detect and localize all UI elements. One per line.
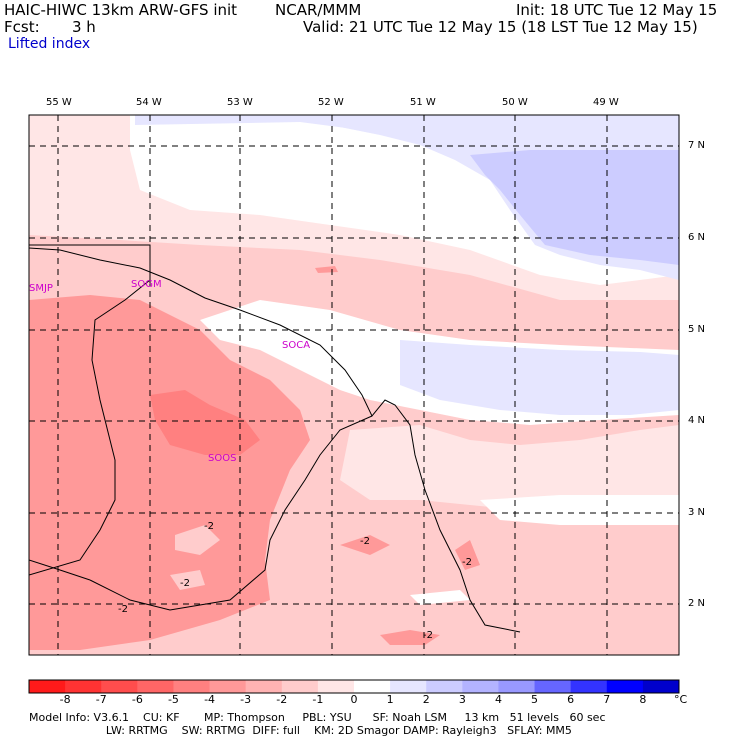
colorbar-tick-label: 1 bbox=[386, 693, 394, 706]
colorbar-tick-label: 7 bbox=[603, 693, 611, 706]
colorbar-swatch bbox=[245, 680, 283, 693]
station-label: SOCA bbox=[282, 340, 311, 351]
lat-label: 7 N bbox=[688, 140, 706, 151]
forecast-hour: 3 h bbox=[72, 18, 96, 36]
li-patch-minus2-c bbox=[340, 535, 390, 555]
station-label: SOGM bbox=[131, 279, 162, 290]
colorbar-swatch bbox=[570, 680, 608, 693]
colorbar-swatch bbox=[606, 680, 644, 693]
colorbar-swatch bbox=[642, 680, 680, 693]
colorbar-tick-label: -1 bbox=[312, 693, 324, 706]
colorbar-swatch bbox=[534, 680, 572, 693]
colorbar-tick-label: -7 bbox=[95, 693, 107, 706]
lat-label: 6 N bbox=[688, 232, 706, 243]
colorbar bbox=[28, 679, 680, 694]
contour-label: -2 bbox=[423, 630, 433, 641]
lon-label: 49 W bbox=[593, 97, 619, 108]
colorbar-tick-label: -8 bbox=[59, 693, 71, 706]
li-patch-white bbox=[410, 590, 470, 605]
li-patch-minus2 bbox=[175, 525, 220, 555]
colorbar-tick-label: -2 bbox=[276, 693, 288, 706]
lat-label: 4 N bbox=[688, 415, 706, 426]
colorbar-tick-label: -3 bbox=[240, 693, 252, 706]
border-south bbox=[29, 559, 91, 581]
colorbar-tick-label: 8 bbox=[639, 693, 647, 706]
li-patch-minus2-d bbox=[455, 540, 480, 570]
station-label: SOOS bbox=[208, 453, 237, 464]
li-patch-minus2-e bbox=[380, 630, 440, 645]
lon-label: 55 W bbox=[46, 97, 72, 108]
init-time: Init: 18 UTC Tue 12 May 15 bbox=[516, 1, 718, 19]
colorbar-swatch bbox=[173, 680, 211, 693]
model-info-line1: Model Info: V3.6.1 CU: KF MP: Thompson P… bbox=[29, 711, 606, 724]
lon-label: 50 W bbox=[502, 97, 528, 108]
lon-label: 51 W bbox=[410, 97, 436, 108]
colorbar-swatch bbox=[462, 680, 499, 693]
colorbar-tick-label: 4 bbox=[494, 693, 502, 706]
coastline bbox=[29, 247, 521, 633]
lon-label: 53 W bbox=[227, 97, 253, 108]
colorbar-unit: °C bbox=[674, 693, 688, 706]
colorbar-swatch bbox=[65, 680, 102, 693]
li-patch-minus2-b bbox=[170, 570, 205, 590]
border-french-guiana bbox=[89, 415, 373, 611]
colorbar-swatch bbox=[281, 680, 319, 693]
colorbar-swatch bbox=[354, 680, 391, 693]
colorbar-tick-label: -4 bbox=[204, 693, 216, 706]
valid-time: Valid: 21 UTC Tue 12 May 15 (18 LST Tue … bbox=[303, 18, 698, 36]
colorbar-swatch bbox=[209, 680, 247, 693]
li-zone-0-to-1-east bbox=[480, 495, 679, 525]
lon-label: 54 W bbox=[136, 97, 162, 108]
forecast-label: Fcst: bbox=[4, 18, 40, 36]
colorbar-frame bbox=[28, 679, 680, 694]
model-info-line2: LW: RRTMG SW: RRTMG DIFF: full KM: 2D Sm… bbox=[29, 724, 572, 737]
graticule bbox=[29, 115, 679, 655]
map-frame bbox=[28, 114, 680, 656]
lat-label: 3 N bbox=[688, 507, 706, 518]
colorbar-tick-label: 2 bbox=[422, 693, 430, 706]
colorbar-tick-label: 3 bbox=[458, 693, 466, 706]
colorbar-tick-label: -6 bbox=[131, 693, 143, 706]
colorbar-swatch bbox=[498, 680, 536, 693]
colorbar-swatch bbox=[390, 680, 427, 693]
colorbar-tick-label: 5 bbox=[531, 693, 539, 706]
contour-label: -2 bbox=[204, 521, 214, 532]
colorbar-tick-label: 6 bbox=[567, 693, 575, 706]
colorbar-tick-label: 0 bbox=[350, 693, 358, 706]
li-zone-minus4-to-minus3 bbox=[150, 390, 260, 455]
colorbar-swatch bbox=[137, 680, 174, 693]
lat-label: 2 N bbox=[688, 598, 706, 609]
lon-label: 52 W bbox=[318, 97, 344, 108]
contour-label: -2 bbox=[180, 578, 190, 589]
colorbar-swatch bbox=[29, 680, 66, 693]
colorbar-swatch bbox=[317, 680, 355, 693]
plot-title: HAIC-HIWC 13km ARW-GFS init bbox=[4, 1, 238, 19]
station-label: SMJP bbox=[29, 283, 53, 294]
colorbar-swatch bbox=[101, 680, 138, 693]
contour-label: -2 bbox=[462, 557, 472, 568]
contour-label: -2 bbox=[118, 604, 128, 615]
colorbar-swatch bbox=[426, 680, 463, 693]
lat-label: 5 N bbox=[688, 324, 706, 335]
organization: NCAR/MMM bbox=[275, 1, 362, 19]
field-name: Lifted index bbox=[8, 36, 91, 52]
li-zone-2-to-3 bbox=[470, 150, 679, 265]
li-zone-1-to-2-central bbox=[400, 340, 679, 415]
colorbar-tick-label: -5 bbox=[167, 693, 179, 706]
contour-label: -2 bbox=[360, 536, 370, 547]
